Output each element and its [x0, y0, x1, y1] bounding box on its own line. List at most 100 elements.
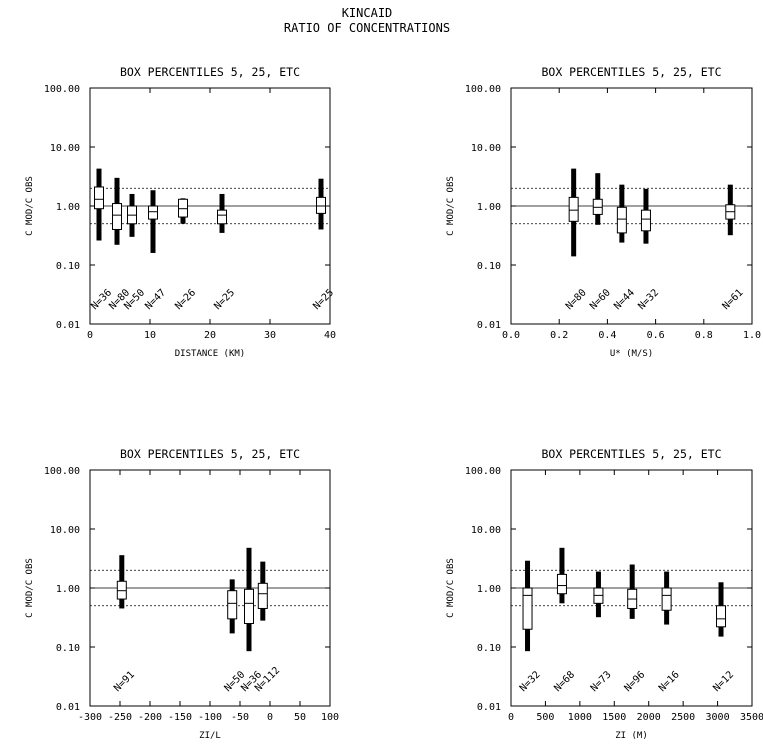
- y-tick-label: 1.00: [56, 202, 80, 213]
- count-label: N=60: [588, 287, 613, 312]
- y-tick-label: 0.10: [56, 643, 80, 654]
- x-tick-label: 3000: [706, 712, 730, 723]
- iqr-box: [94, 186, 104, 210]
- count-label: N=80: [564, 287, 589, 312]
- iqr-box: [640, 209, 651, 232]
- y-axis-label: C MOD/C OBS: [25, 176, 35, 236]
- y-tick-label: 0.01: [56, 702, 80, 713]
- iqr-box: [148, 205, 158, 220]
- count-label: N=25: [311, 287, 336, 312]
- y-tick-label: 10.00: [50, 525, 80, 536]
- x-tick-label: 0.6: [647, 330, 665, 341]
- y-tick-label: 10.00: [50, 143, 80, 154]
- iqr-box: [316, 196, 326, 214]
- count-label: N=25: [212, 287, 237, 312]
- panel-title: BOX PERCENTILES 5, 25, ETC: [541, 65, 721, 79]
- x-axis-label: ZI/L: [199, 731, 221, 741]
- whisker-bar: [150, 190, 156, 253]
- y-axis-label: C MOD/C OBS: [446, 176, 456, 236]
- panel-zi-over-l: BOX PERCENTILES 5, 25, ETC 100.00 10.00 1.0…: [25, 447, 339, 741]
- count-label: N=32: [636, 287, 661, 312]
- x-tick-label: -200: [138, 712, 162, 723]
- x-tick-label: 50: [294, 712, 306, 723]
- y-tick-label: 1.00: [477, 584, 501, 595]
- figure-title-line2: RATIO OF CONCENTRATIONS: [284, 21, 450, 35]
- iqr-box: [178, 198, 188, 218]
- x-tick-label: 0.4: [598, 330, 616, 341]
- count-label: N=26: [173, 287, 198, 312]
- x-tick-label: 2500: [671, 712, 695, 723]
- iqr-box: [716, 605, 727, 628]
- iqr-box: [244, 588, 254, 625]
- y-tick-label: 100.00: [44, 84, 80, 95]
- y-tick-label: 10.00: [471, 143, 501, 154]
- count-label: N=12: [711, 669, 736, 694]
- count-label: N=73: [589, 669, 614, 694]
- count-label: N=47: [143, 287, 168, 312]
- figure-title-line1: KINCAID: [342, 6, 393, 20]
- x-tick-label: 2000: [637, 712, 661, 723]
- x-tick-label: 0: [87, 330, 93, 341]
- count-label: N=16: [657, 669, 682, 694]
- y-tick-label: 10.00: [471, 525, 501, 536]
- x-tick-label: 0.2: [550, 330, 568, 341]
- y-tick-label: 0.01: [477, 320, 501, 331]
- count-label: N=68: [552, 669, 577, 694]
- x-axis-label: ZI (M): [615, 731, 648, 741]
- y-tick-label: 1.00: [56, 584, 80, 595]
- iqr-box: [661, 587, 672, 611]
- y-axis-label: C MOD/C OBS: [446, 558, 456, 618]
- panel-distance: BOX PERCENTILES 5, 25, ETC 100.00 10.00 1.0…: [25, 65, 336, 359]
- x-tick-label: 0.0: [502, 330, 520, 341]
- panel-title: BOX PERCENTILES 5, 25, ETC: [120, 447, 300, 461]
- x-tick-label: 10: [144, 330, 156, 341]
- iqr-box: [217, 209, 227, 225]
- x-tick-label: 1000: [568, 712, 592, 723]
- count-label: N=32: [518, 669, 543, 694]
- count-label: N=91: [112, 669, 137, 694]
- y-tick-label: 100.00: [44, 466, 80, 477]
- x-tick-label: 500: [536, 712, 554, 723]
- iqr-box: [556, 573, 567, 595]
- x-tick-label: -250: [108, 712, 132, 723]
- count-label: N=96: [623, 669, 648, 694]
- iqr-box: [112, 203, 122, 230]
- x-tick-label: -150: [168, 712, 192, 723]
- x-axis-label: DISTANCE (KM): [175, 349, 245, 359]
- iqr-box: [116, 580, 127, 600]
- count-label: N=44: [612, 287, 637, 312]
- x-tick-label: 30: [264, 330, 276, 341]
- y-tick-label: 0.01: [477, 702, 501, 713]
- panel-title: BOX PERCENTILES 5, 25, ETC: [120, 65, 300, 79]
- x-axis-label: U* (M/S): [610, 349, 653, 359]
- x-tick-label: 40: [324, 330, 336, 341]
- iqr-box: [568, 196, 579, 222]
- x-tick-label: -300: [78, 712, 102, 723]
- x-tick-label: 0: [508, 712, 514, 723]
- y-tick-label: 0.01: [56, 320, 80, 331]
- iqr-box: [257, 582, 268, 609]
- x-tick-label: -100: [198, 712, 222, 723]
- iqr-box: [227, 590, 238, 620]
- x-tick-label: 100: [321, 712, 339, 723]
- iqr-box: [522, 587, 533, 630]
- iqr-box: [616, 206, 627, 234]
- x-tick-label: 3500: [740, 712, 763, 723]
- panel-zi: BOX PERCENTILES 5, 25, ETC 100.00 10.00 1.0…: [446, 447, 763, 741]
- y-tick-label: 0.10: [56, 261, 80, 272]
- x-tick-label: 1500: [602, 712, 626, 723]
- y-tick-label: 0.10: [477, 643, 501, 654]
- y-tick-label: 100.00: [465, 466, 501, 477]
- count-label: N=61: [721, 287, 746, 312]
- panel-title: BOX PERCENTILES 5, 25, ETC: [541, 447, 721, 461]
- x-tick-label: -50: [231, 712, 249, 723]
- x-tick-label: 0.8: [695, 330, 713, 341]
- y-tick-label: 1.00: [477, 202, 501, 213]
- panel-ustar: BOX PERCENTILES 5, 25, ETC 100.00 10.00 1.0…: [446, 65, 761, 359]
- y-tick-label: 0.10: [477, 261, 501, 272]
- y-tick-label: 100.00: [465, 84, 501, 95]
- x-tick-label: 0: [267, 712, 273, 723]
- y-axis-label: C MOD/C OBS: [25, 558, 35, 618]
- x-tick-label: 20: [204, 330, 216, 341]
